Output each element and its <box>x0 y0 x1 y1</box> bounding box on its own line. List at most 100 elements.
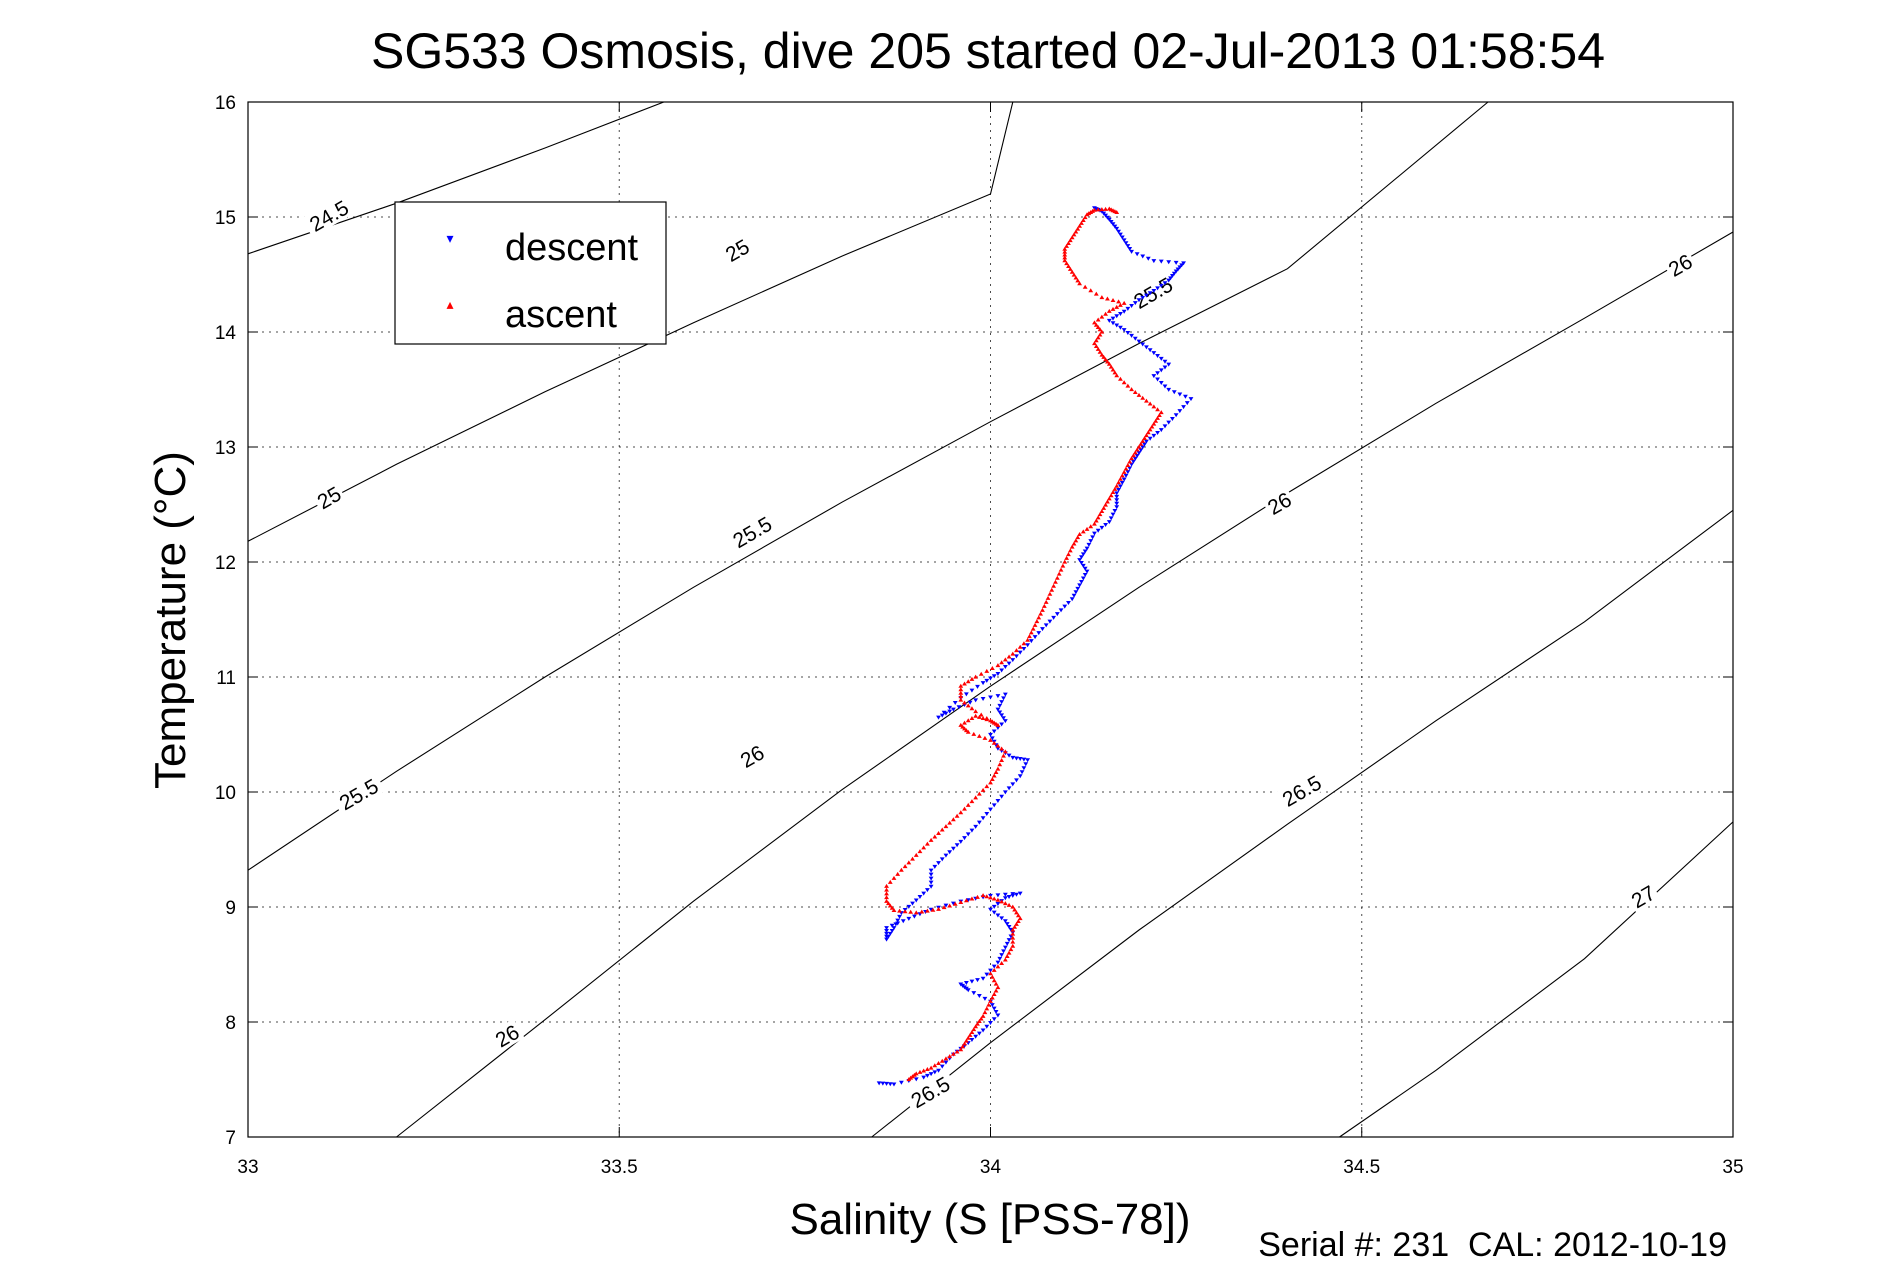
ascent-point <box>908 909 914 914</box>
ascent-point <box>902 864 908 869</box>
density-contours <box>247 101 1734 1138</box>
descent-point <box>1158 356 1164 361</box>
ascent-point <box>1012 907 1018 912</box>
descent-point <box>1112 508 1118 513</box>
descent-point <box>895 918 901 923</box>
ascent-point <box>1097 512 1103 517</box>
ascent-point <box>1110 306 1116 311</box>
contour-label: 26 <box>492 1021 524 1053</box>
descent-point <box>1077 583 1082 588</box>
ascent-point <box>995 663 1001 668</box>
descent-point <box>989 736 995 741</box>
contour-label: 25 <box>314 483 346 515</box>
descent-point <box>1129 249 1134 254</box>
descent-point <box>1082 549 1088 554</box>
descent-point <box>1177 409 1183 414</box>
descent-point <box>980 816 986 821</box>
descent-point <box>886 934 891 939</box>
ascent-point <box>889 905 895 910</box>
descent-point <box>991 1017 997 1022</box>
ascent-point <box>1121 300 1127 305</box>
descent-point <box>999 668 1005 673</box>
ascent-point <box>1106 496 1112 501</box>
ascent-point <box>958 810 964 815</box>
descent-point <box>1151 374 1157 379</box>
ascent-point <box>1001 753 1006 758</box>
ascent-point <box>988 971 993 976</box>
descent-point <box>1108 516 1114 521</box>
ascent-point <box>962 806 967 811</box>
descent-point <box>1121 238 1127 243</box>
y-tick-label: 12 <box>215 553 236 574</box>
ascent-point <box>967 1032 973 1037</box>
contour-label: 26 <box>1264 488 1296 520</box>
serial-cal-footer: Serial #: 231 CAL: 2012-10-19 <box>1258 1226 1727 1262</box>
ascent-point <box>1097 349 1103 354</box>
descent-point <box>1181 405 1186 410</box>
descent-point <box>1006 661 1012 666</box>
ascent-point <box>1069 235 1075 240</box>
descent-point <box>995 960 1001 965</box>
descent-point <box>1138 448 1144 453</box>
contour-label-halo <box>1261 486 1297 520</box>
descent-point <box>988 807 993 812</box>
ascent-point <box>1116 299 1121 304</box>
ascent-point <box>1010 935 1016 940</box>
descent-point <box>1155 371 1160 376</box>
ascent-point <box>891 908 897 913</box>
ascent-point <box>1062 249 1068 254</box>
ascent-point <box>924 908 930 913</box>
descent-point <box>1166 420 1172 425</box>
contour-line-25-5 <box>247 101 1489 871</box>
ascent-point <box>1147 401 1153 406</box>
contour-label-group: 26 <box>734 739 770 773</box>
descent-point <box>887 931 893 936</box>
x-axis-label: Salinity (S [PSS-78]) <box>789 1195 1190 1244</box>
ascent-point <box>947 903 953 908</box>
descent-point <box>1147 436 1153 441</box>
ascent-point <box>1047 591 1053 596</box>
descent-point <box>1144 293 1149 298</box>
ascent-point <box>962 720 967 725</box>
ascent-point <box>960 1044 966 1049</box>
ascent-point <box>1071 232 1077 237</box>
descent-point <box>924 888 930 893</box>
descent-point <box>1077 558 1082 563</box>
descent-point <box>1116 487 1121 492</box>
ascent-point <box>1093 291 1099 296</box>
descent-point <box>1001 716 1006 721</box>
ascent-point <box>1147 427 1153 432</box>
descent-point <box>1188 397 1194 402</box>
descent-point <box>921 1075 927 1080</box>
descent-point <box>928 907 934 912</box>
ascent-point <box>1153 418 1159 423</box>
descent-point <box>1171 271 1177 276</box>
ascent-point <box>884 883 889 888</box>
ascent-point <box>939 1058 945 1063</box>
ascent-point <box>958 694 964 699</box>
ascent-point <box>1125 463 1131 467</box>
ascent-point <box>1073 275 1079 280</box>
ascent-point <box>921 1068 927 1073</box>
y-tick-label: 7 <box>225 1128 236 1149</box>
ascent-point <box>1101 505 1107 510</box>
descent-point <box>1147 348 1153 353</box>
descent-point <box>1095 528 1101 533</box>
descent-point <box>928 1072 934 1077</box>
descent-point <box>1125 244 1131 249</box>
descent-point <box>1110 321 1116 326</box>
ascent-point <box>989 776 995 781</box>
descent-point <box>1004 922 1010 927</box>
ascent-point <box>886 901 891 906</box>
descent-point <box>1014 778 1019 783</box>
ascent-point <box>1093 338 1099 343</box>
descent-point <box>1032 635 1038 640</box>
ascent-point <box>936 906 941 911</box>
descent-point <box>1043 623 1049 628</box>
ascent-point <box>1123 466 1129 471</box>
ascent-point <box>973 713 979 718</box>
descent-point <box>1118 232 1123 237</box>
ascent-point <box>1067 238 1073 243</box>
contour-line-26 <box>396 231 1734 1138</box>
contour-label-group: 26 <box>1261 486 1297 520</box>
